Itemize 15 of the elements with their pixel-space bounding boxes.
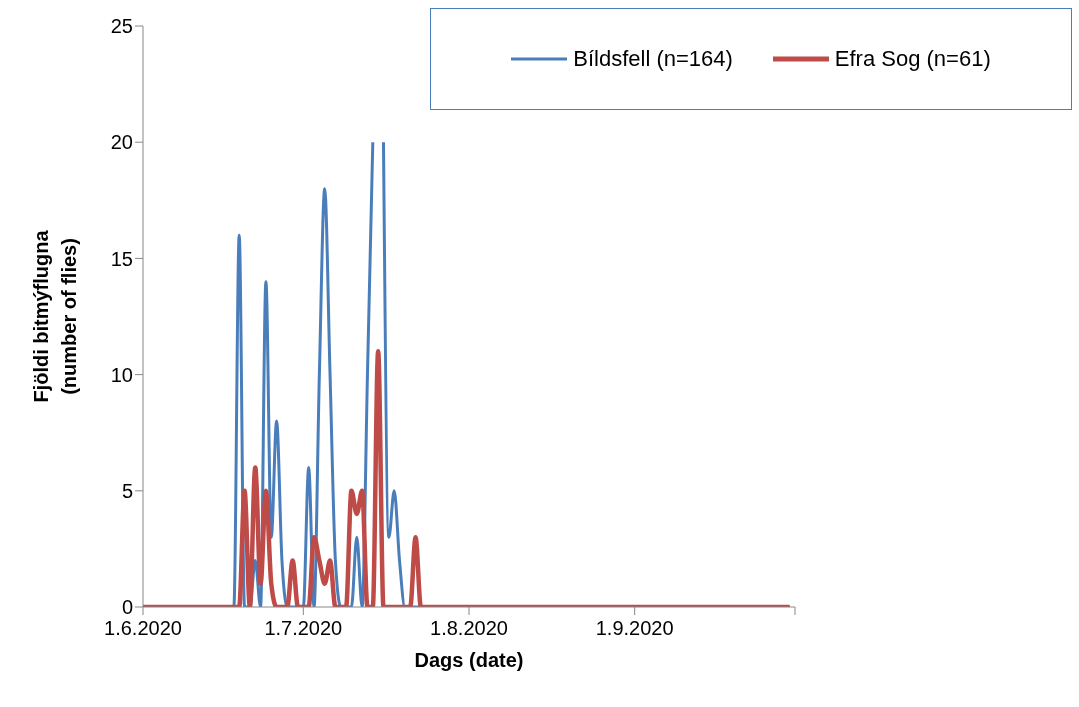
x-tick-label: 1.6.2020	[104, 617, 182, 640]
line-series	[143, 349, 792, 607]
legend-label: Bíldsfell (n=164)	[573, 46, 733, 72]
y-tick-label: 0	[121, 596, 133, 619]
y-tick-label: 20	[110, 131, 133, 154]
x-tick-label: 1.9.2020	[595, 617, 674, 640]
x-tick-label: 1.8.2020	[430, 617, 508, 640]
y-tick-label: 25	[110, 15, 133, 38]
x-tick-label: 1.7.2020	[264, 617, 343, 640]
x-axis-title: Dags (date)	[414, 649, 524, 671]
legend-label: Efra Sog (n=61)	[834, 46, 991, 72]
y-tick-label: 15	[110, 247, 133, 270]
y-tick-label: 10	[110, 363, 133, 386]
y-axis-title: Fjöldi bitmýflugna (number of flies)	[30, 229, 80, 403]
y-tick-label: 5	[121, 479, 133, 502]
